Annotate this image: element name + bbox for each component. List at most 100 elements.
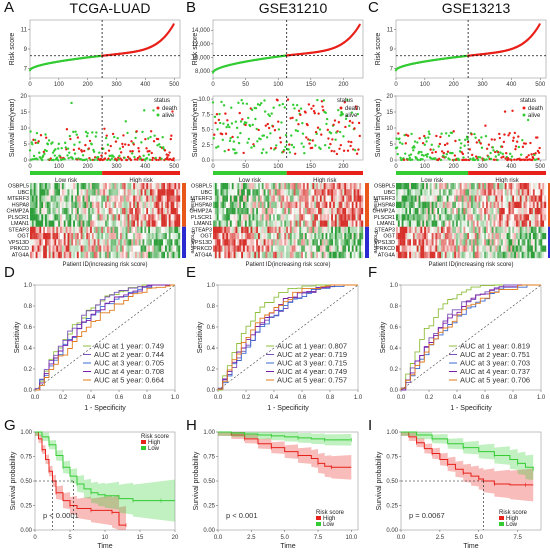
- heatmap-cell: [344, 245, 347, 252]
- risk-xtick-label: 0: [28, 82, 32, 88]
- patient-id-label: Patient ID(increasing risk score): [245, 262, 330, 268]
- heatmap-cell: [308, 251, 311, 259]
- heatmap-cell: [148, 183, 151, 190]
- heatmap-cell: [123, 189, 126, 196]
- heatmap-cell: [71, 233, 74, 240]
- heatmap-cell: [33, 220, 36, 227]
- heatmap-cell: [456, 208, 459, 215]
- heatmap-cell: [88, 195, 91, 202]
- heatmap-cell: [61, 195, 64, 202]
- death-point: [468, 148, 472, 151]
- heatmap-cell: [531, 239, 534, 246]
- heatmap-cell: [146, 245, 149, 252]
- heatmap-cell: [58, 195, 61, 202]
- heatmap-cell: [450, 233, 453, 240]
- heatmap-cell: [163, 239, 166, 246]
- heatmap-cell: [476, 195, 479, 202]
- heatmap-cell: [542, 233, 545, 240]
- heatmap-cell: [529, 245, 532, 252]
- heatmap-cell: [229, 233, 232, 240]
- heatmap-cell: [133, 233, 136, 240]
- heatmap-cell: [472, 226, 475, 234]
- death-point: [344, 125, 347, 129]
- heatmap-cell: [297, 189, 300, 196]
- heatmap-cell: [353, 220, 356, 227]
- heatmap-cell: [150, 214, 153, 221]
- heatmap-cell: [303, 233, 306, 240]
- heatmap-cell: [318, 189, 321, 196]
- heatmap-cell: [267, 251, 270, 259]
- heatmap-cell: [178, 239, 181, 246]
- heatmap-cell: [301, 208, 304, 215]
- heatmap-cell: [246, 239, 249, 246]
- death-point: [429, 148, 432, 151]
- heatmap-cell: [459, 233, 462, 240]
- heatmap-cell: [433, 233, 436, 240]
- heatmap-cell: [30, 233, 33, 240]
- heatmap-cell: [469, 220, 472, 227]
- heatmap-cell: [276, 220, 279, 227]
- gene-label: OSBPL5: [374, 184, 395, 190]
- surv-xtick-label: 100: [273, 164, 284, 170]
- heatmap-cell: [442, 195, 445, 202]
- heatmap-cell: [170, 245, 173, 252]
- heatmap-cell: [103, 251, 106, 259]
- risk-xtick-label: 400: [140, 82, 151, 88]
- heatmap-cell: [138, 189, 141, 196]
- heatmap-cell: [73, 226, 76, 234]
- gene-label: OGT: [17, 234, 29, 240]
- heatmap-cell: [218, 208, 221, 215]
- heatmap-cell: [136, 251, 139, 259]
- heatmap-cell: [258, 195, 261, 202]
- heatmap-cell: [165, 251, 168, 259]
- heatmap-cell: [37, 195, 40, 202]
- heatmap-cell: [161, 220, 164, 227]
- heatmap-cell: [176, 195, 179, 202]
- alive-point: [399, 156, 402, 159]
- heatmap-cell: [344, 189, 347, 196]
- heatmap-cell: [480, 226, 483, 234]
- heatmap-cell: [446, 195, 449, 202]
- heatmap-cell: [465, 233, 468, 240]
- heatmap-cell: [351, 195, 354, 202]
- heatmap-cell: [155, 245, 158, 252]
- heatmap-cell: [540, 233, 543, 240]
- heatmap-cell: [250, 220, 253, 227]
- heatmap-cell: [121, 214, 124, 221]
- death-point: [129, 150, 132, 153]
- heatmap-cell: [321, 208, 324, 215]
- heatmap-cell: [412, 208, 415, 215]
- heatmap-cell: [318, 239, 321, 246]
- heatmap-cell: [396, 214, 399, 221]
- heatmap-cell: [504, 226, 507, 234]
- heatmap-cell: [231, 201, 234, 209]
- heatmap-cell: [35, 239, 38, 246]
- heatmap-cell: [274, 189, 277, 196]
- heatmap-cell: [288, 195, 291, 202]
- alive-point: [426, 152, 429, 156]
- heatmap-cell: [108, 183, 111, 190]
- heatmap-cell: [516, 220, 519, 227]
- heatmap-cell: [95, 189, 98, 196]
- alive-point: [265, 151, 268, 154]
- alive-point: [85, 158, 88, 161]
- alive-point: [108, 154, 111, 158]
- surv-ytick-label: 20: [20, 94, 27, 100]
- heatmap-cell: [218, 239, 221, 246]
- surv-xtick-label: 0: [28, 164, 32, 170]
- heatmap-cell: [259, 220, 262, 227]
- roc-xtick-label: 0.2: [242, 395, 251, 401]
- surv-xtick-label: 200: [449, 164, 460, 170]
- heatmap-cell: [299, 239, 302, 246]
- alive-point: [226, 123, 230, 127]
- heatmap-cell: [90, 189, 93, 196]
- roc-xtick-label: 0.8: [326, 395, 335, 401]
- heatmap-cell: [269, 226, 272, 234]
- death-point: [291, 116, 294, 120]
- status-legend-title: status: [154, 98, 170, 104]
- heatmap-cell: [538, 189, 541, 196]
- heatmap-cell: [527, 226, 530, 234]
- heatmap-cell: [267, 214, 270, 221]
- heatmap-cell: [531, 226, 534, 234]
- heatmap-cell: [536, 189, 539, 196]
